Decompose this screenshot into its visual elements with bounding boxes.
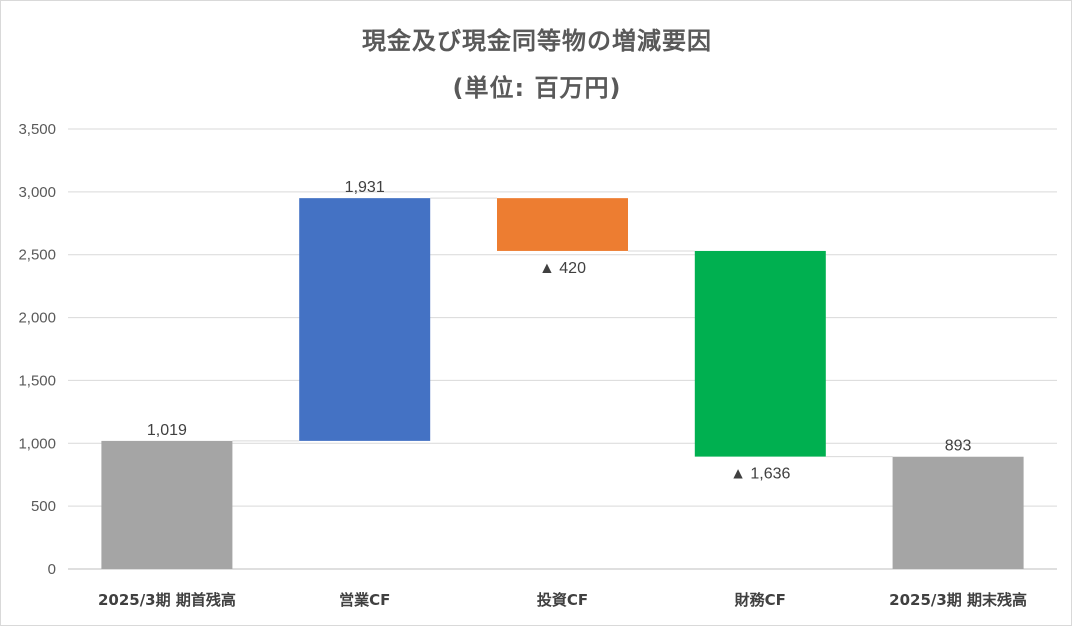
y-tick-label: 2,000 (18, 310, 56, 327)
y-tick-label: 500 (31, 498, 56, 515)
bar (299, 198, 431, 441)
y-tick-label: 2,500 (18, 247, 56, 264)
bar (694, 250, 826, 457)
x-tick-label: 財務CF (734, 591, 786, 609)
gridlines (68, 128, 1057, 570)
y-tick-label: 0 (48, 561, 56, 578)
bar (101, 440, 233, 569)
data-labels: 1,019 1,931 ▲ 420 ▲ 1,636 893 (147, 179, 972, 482)
data-label: ▲ 420 (539, 260, 586, 277)
x-tick-label: 2025/3期 期首残高 (98, 591, 236, 609)
bar (497, 198, 628, 251)
data-label: 893 (945, 438, 972, 455)
x-axis: 2025/3期 期首残高 営業CF 投資CF 財務CF 2025/3期 期末残高 (98, 591, 1027, 609)
y-axis: 0 500 1,000 1,500 2,000 2,500 3,000 3,500 (18, 121, 56, 578)
data-label: ▲ 1,636 (730, 466, 790, 483)
data-label: 1,019 (147, 422, 187, 439)
chart-title: 現金及び現金同等物の増減要因 (362, 27, 712, 55)
x-tick-label: 投資CF (537, 591, 588, 609)
y-tick-label: 1,500 (18, 372, 56, 389)
bars (101, 198, 1024, 569)
x-tick-label: 2025/3期 期末残高 (889, 591, 1027, 609)
x-tick-label: 営業CF (339, 591, 390, 609)
bar (892, 456, 1024, 569)
y-tick-label: 3,500 (18, 121, 56, 138)
y-tick-label: 3,000 (18, 184, 56, 201)
data-label: 1,931 (345, 179, 385, 196)
connector-lines (232, 197, 893, 458)
chart-subtitle: (単位: 百万円) (452, 74, 622, 102)
y-tick-label: 1,000 (18, 435, 56, 452)
